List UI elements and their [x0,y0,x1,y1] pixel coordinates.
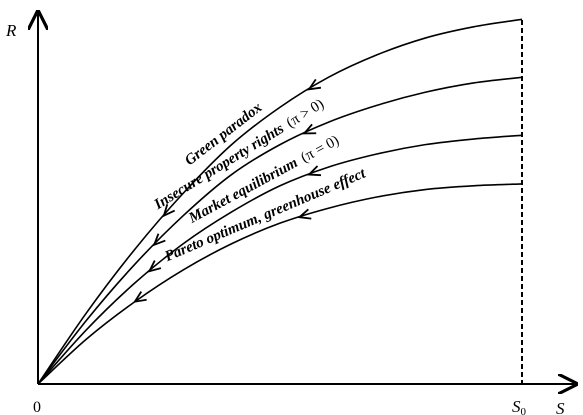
series-arrow-1-2 [307,78,322,91]
series-arrow-2-1 [152,233,166,247]
series-arrow-4-1 [132,291,147,303]
series-line-3 [37,134,523,385]
x-tick-label-origin: 0 [33,399,41,415]
series-line-2 [37,76,523,385]
y-axis-title: R [5,21,17,40]
series-arrow-4-2 [297,208,312,220]
series-line-1 [37,18,523,385]
x-tick-label-s0: S0 [512,397,527,415]
series-arrow-2-2 [302,123,317,135]
series-arrow-1-1 [162,203,176,218]
x-axis-title: S [556,399,565,415]
series-arrow-3-2 [306,165,322,177]
series-arrow-3-1 [147,260,162,273]
series-line-4 [37,183,523,385]
chart-series-group [37,18,523,385]
